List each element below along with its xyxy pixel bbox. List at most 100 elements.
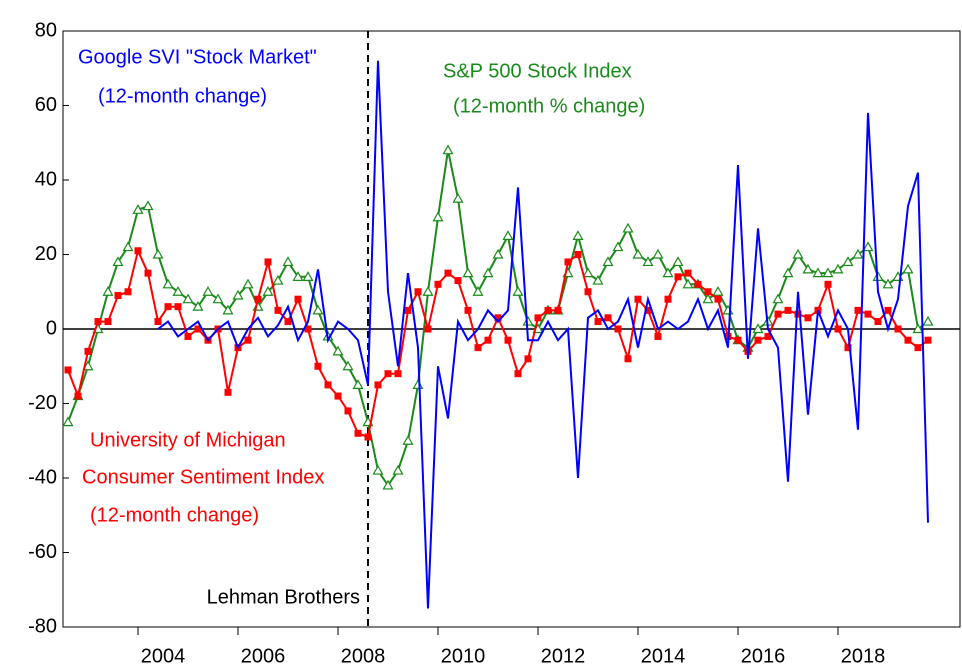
triangle-marker	[212, 293, 224, 304]
y-tick-label: 40	[35, 168, 57, 190]
triangle-marker	[392, 464, 404, 475]
x-tick-label: 2006	[241, 645, 286, 667]
triangle-marker	[702, 293, 714, 304]
triangle-marker	[912, 323, 924, 334]
triangle-marker	[402, 435, 414, 445]
square-marker	[284, 318, 292, 326]
square-marker	[884, 306, 892, 314]
triangle-marker	[222, 304, 234, 315]
square-marker	[454, 277, 462, 285]
square-marker	[834, 325, 842, 333]
square-marker	[674, 273, 682, 281]
square-marker	[114, 291, 122, 299]
square-marker	[634, 295, 642, 303]
square-marker	[654, 332, 662, 340]
triangle-marker	[62, 416, 74, 427]
square-marker	[774, 310, 782, 318]
triangle-marker	[462, 267, 474, 278]
triangle-marker	[122, 241, 134, 252]
series-label: University of Michigan	[90, 429, 286, 451]
square-marker	[364, 433, 372, 441]
square-marker	[184, 332, 192, 340]
square-marker	[844, 344, 852, 352]
square-marker	[534, 314, 542, 322]
square-marker	[294, 295, 302, 303]
triangle-marker	[292, 271, 304, 281]
square-marker	[104, 318, 112, 326]
triangle-marker	[272, 274, 284, 285]
square-marker	[144, 269, 152, 277]
square-marker	[224, 388, 232, 396]
square-marker	[684, 269, 692, 277]
triangle-marker	[312, 304, 324, 315]
square-marker	[624, 355, 632, 363]
triangle-marker	[492, 248, 504, 259]
y-tick-label: 60	[35, 94, 57, 116]
triangle-marker	[352, 379, 364, 389]
triangle-marker	[432, 211, 444, 222]
square-marker	[74, 392, 82, 400]
square-marker	[314, 362, 322, 370]
square-marker	[604, 314, 612, 322]
square-marker	[824, 280, 832, 288]
square-marker	[874, 318, 882, 326]
square-marker	[324, 381, 332, 389]
triangle-marker	[422, 286, 434, 296]
triangle-marker	[612, 241, 624, 252]
square-marker	[394, 370, 402, 378]
triangle-marker	[112, 256, 124, 267]
square-marker	[174, 303, 182, 311]
series-label: (12-month change)	[90, 504, 259, 526]
square-marker	[424, 325, 432, 333]
square-marker	[564, 258, 572, 266]
square-marker	[584, 288, 592, 296]
square-marker	[574, 251, 582, 258]
square-marker	[644, 306, 652, 314]
triangle-marker	[482, 267, 494, 278]
triangle-marker	[822, 267, 834, 278]
square-marker	[244, 336, 252, 344]
y-tick-label: -40	[28, 466, 57, 488]
triangle-marker	[782, 267, 794, 278]
square-marker	[764, 332, 772, 340]
square-marker	[904, 336, 912, 344]
triangle-marker	[842, 256, 854, 267]
x-tick-label: 2014	[641, 645, 686, 667]
triangle-marker	[632, 248, 644, 259]
square-marker	[494, 314, 502, 322]
triangle-marker	[332, 345, 344, 356]
triangle-marker	[772, 293, 784, 304]
triangle-marker	[452, 192, 464, 203]
series-label: Consumer Sentiment Index	[82, 466, 324, 488]
triangle-marker	[812, 267, 824, 278]
triangle-marker	[382, 479, 394, 490]
triangle-marker	[852, 248, 864, 259]
triangle-marker	[192, 300, 204, 311]
triangle-marker	[202, 286, 214, 296]
square-marker	[414, 288, 422, 296]
triangle-marker	[512, 286, 524, 296]
square-marker	[694, 280, 702, 288]
square-marker	[94, 318, 102, 326]
square-marker	[134, 247, 142, 255]
y-tick-label: 80	[35, 19, 57, 41]
square-marker	[854, 306, 862, 314]
square-marker	[594, 318, 602, 326]
square-marker	[84, 347, 92, 355]
triangle-marker	[712, 286, 724, 296]
triangle-marker	[902, 263, 914, 274]
triangle-marker	[472, 286, 484, 296]
triangle-marker	[102, 286, 114, 296]
y-tick-label: -20	[28, 392, 57, 414]
square-marker	[404, 306, 412, 314]
triangle-marker	[672, 256, 684, 267]
square-marker	[334, 392, 342, 400]
triangle-marker	[652, 248, 664, 259]
square-marker	[704, 288, 712, 296]
triangle-marker	[862, 241, 874, 252]
square-marker	[464, 306, 472, 314]
square-marker	[444, 269, 452, 277]
square-marker	[344, 407, 352, 415]
triangle-marker	[342, 360, 354, 371]
